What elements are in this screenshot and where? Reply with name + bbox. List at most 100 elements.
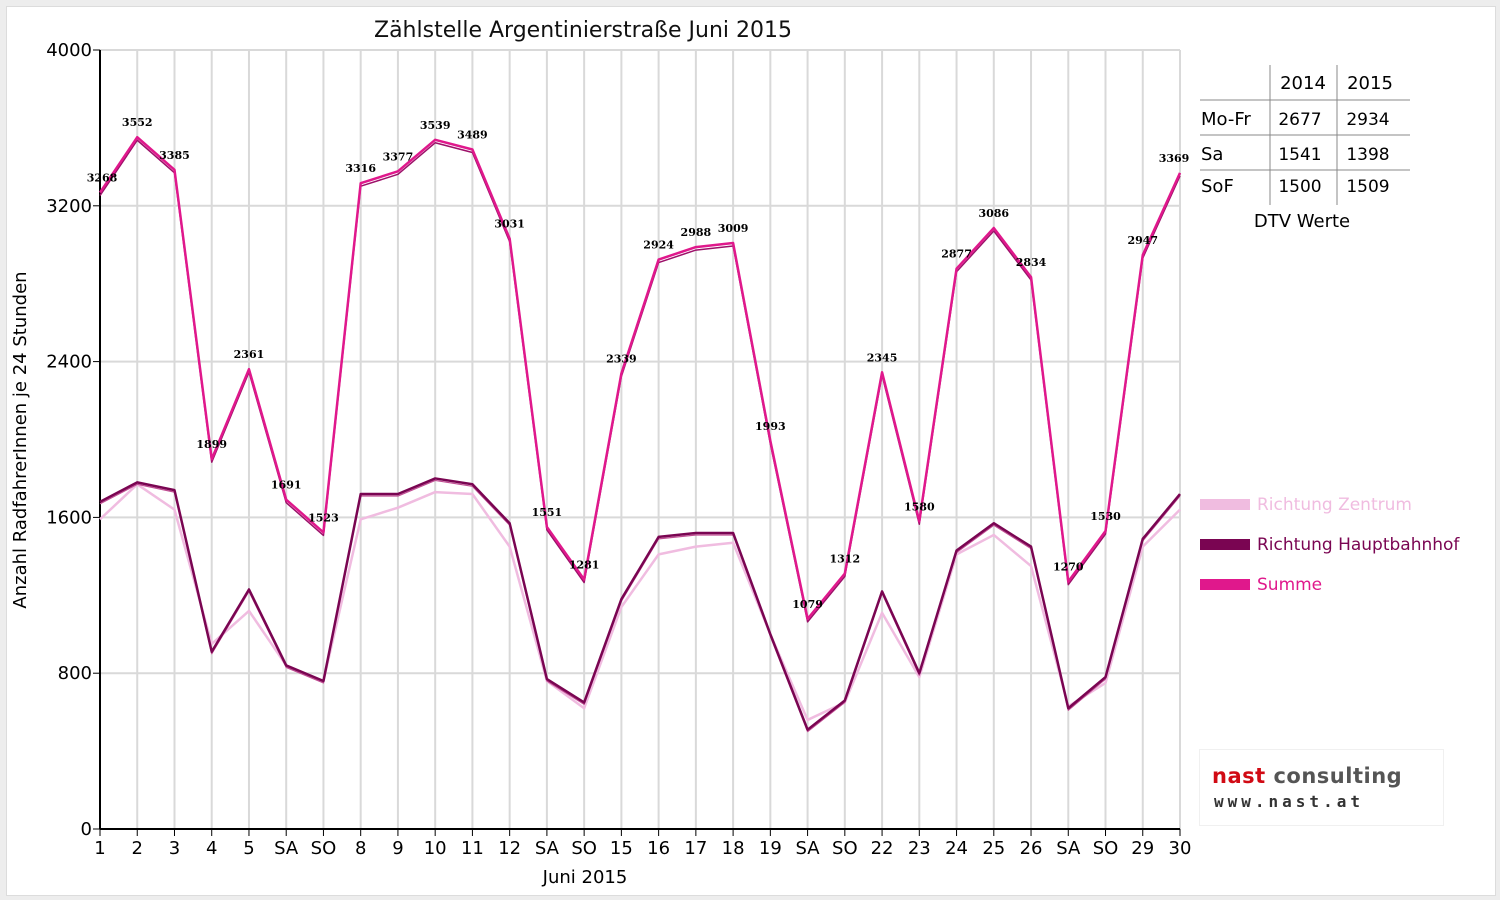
data-label: 3369 (1159, 152, 1190, 165)
dtv-table: 2014 2015 Mo-Fr 2677 2934 Sa 1541 1398 S… (1200, 65, 1410, 232)
x-tick-label: 15 (610, 838, 633, 859)
series-line-summe-shadow (99, 139, 1181, 623)
x-tick-label: 25 (982, 838, 1005, 859)
data-label: 3086 (978, 207, 1009, 220)
data-label: 3031 (494, 218, 525, 231)
y-tick-label: 3200 (46, 196, 92, 217)
gridlines (93, 49, 1181, 836)
data-label: 3377 (383, 150, 414, 163)
legend: Richtung Zentrum Richtung Hauptbahnhof S… (1200, 495, 1460, 595)
y-tick-label: 2400 (46, 352, 92, 373)
table-cell: 1541 (1278, 145, 1321, 165)
legend-swatch-zentrum (1200, 499, 1250, 510)
x-tick-label: SO (832, 838, 858, 859)
x-tick-label: 22 (871, 838, 894, 859)
data-label: 1580 (904, 500, 935, 513)
x-tick-label: 16 (647, 838, 670, 859)
x-tick-label: 19 (759, 838, 782, 859)
x-tick-label: 4 (206, 838, 217, 859)
data-label: 1281 (569, 559, 600, 572)
x-tick-label: SA (796, 838, 821, 859)
x-tick-label: SO (311, 838, 337, 859)
data-label: 2924 (643, 239, 674, 252)
data-label: 1523 (308, 511, 339, 524)
table-cell: 1500 (1278, 177, 1321, 197)
table-cell: 1398 (1346, 145, 1389, 165)
x-tick-label: 11 (461, 838, 484, 859)
data-label: 3385 (159, 149, 190, 162)
data-label: 3009 (718, 222, 749, 235)
data-label: 1551 (532, 506, 563, 519)
legend-label-hauptbahnhof: Richtung Hauptbahnhof (1257, 535, 1460, 555)
table-row-label: SoF (1201, 176, 1234, 197)
x-tick-label: SO (1093, 838, 1119, 859)
legend-swatch-hauptbahnhof (1200, 539, 1250, 550)
y-axis-label: Anzahl RadfahrerInnen je 24 Stunden (10, 271, 31, 608)
data-label: 2988 (681, 226, 712, 239)
data-label: 2361 (234, 348, 265, 361)
data-labels: 3268 3552 3385 1899 2361 1691 1523 3316 3377 3539… (87, 116, 1190, 611)
y-tick-label: 1600 (46, 507, 92, 528)
data-label: 1899 (196, 438, 227, 451)
x-tick-label: 3 (169, 838, 180, 859)
series-line-zentrum (99, 483, 1181, 722)
x-tick-label: 5 (243, 838, 254, 859)
series-lines (98, 135, 1182, 733)
x-tick-label: 30 (1169, 838, 1192, 859)
legend-label-summe: Summe (1257, 575, 1322, 595)
chart-title: Zählstelle Argentinierstraße Juni 2015 (374, 18, 792, 43)
table-header-2015: 2015 (1347, 73, 1393, 94)
x-tick-label: 8 (355, 838, 366, 859)
logo-brand-part1: nast (1212, 764, 1266, 788)
data-label: 2834 (1016, 256, 1047, 269)
table-header-2014: 2014 (1280, 73, 1326, 94)
data-label: 1993 (755, 420, 786, 433)
axes (99, 50, 1180, 830)
series-line-hauptbahnhof (99, 477, 1181, 731)
x-tick-label: 23 (908, 838, 931, 859)
y-tick-label: 0 (81, 819, 92, 840)
x-tick-label: 9 (392, 838, 403, 859)
table-cell: 2677 (1278, 110, 1321, 130)
data-label: 3489 (457, 129, 488, 142)
data-label: 2345 (867, 351, 898, 364)
data-label: 3539 (420, 119, 451, 132)
logo-website: www.nast.at (1214, 792, 1364, 811)
x-tick-label: 10 (424, 838, 447, 859)
logo-brand: nast consulting (1212, 764, 1402, 788)
table-row-label: Mo-Fr (1201, 109, 1251, 130)
y-tick-label: 4000 (46, 40, 92, 61)
table-cell: 2934 (1346, 110, 1389, 130)
y-tick-labels: 0 800 1600 2400 3200 4000 (46, 40, 92, 840)
data-label: 1270 (1053, 561, 1084, 574)
x-tick-label: 1 (94, 838, 105, 859)
x-tick-label: 17 (684, 838, 707, 859)
data-label: 2947 (1127, 234, 1158, 247)
table-cell: 1509 (1346, 177, 1389, 197)
data-label: 3268 (87, 172, 118, 185)
x-tick-labels: 1 2 3 4 5 SA SO 8 9 10 11 12 SA SO 15 16 17 18 19 SA SO 22 23 2… (94, 838, 1191, 859)
table-caption: DTV Werte (1254, 211, 1350, 232)
chart-frame (6, 6, 1496, 896)
x-tick-label: 24 (945, 838, 968, 859)
logo-brand-part2: consulting (1265, 764, 1403, 788)
data-label: 1079 (792, 598, 823, 611)
x-tick-label: SA (274, 838, 299, 859)
y-tick-label: 800 (58, 663, 92, 684)
data-label: 1691 (271, 479, 302, 492)
data-label: 2877 (941, 248, 972, 261)
x-tick-label: 2 (132, 838, 143, 859)
series-line-summe (98, 135, 1182, 621)
x-tick-label: 18 (722, 838, 745, 859)
nast-consulting-logo: nast consulting www.nast.at (1200, 750, 1443, 825)
data-label: 1312 (830, 552, 861, 565)
x-axis-label: Juni 2015 (542, 867, 628, 888)
x-tick-label: 12 (498, 838, 521, 859)
legend-label-zentrum: Richtung Zentrum (1257, 495, 1412, 515)
x-tick-label: SA (1056, 838, 1081, 859)
data-label: 1530 (1090, 510, 1121, 523)
table-row-label: Sa (1201, 144, 1223, 165)
x-tick-label: SO (571, 838, 597, 859)
x-tick-label: 26 (1020, 838, 1043, 859)
